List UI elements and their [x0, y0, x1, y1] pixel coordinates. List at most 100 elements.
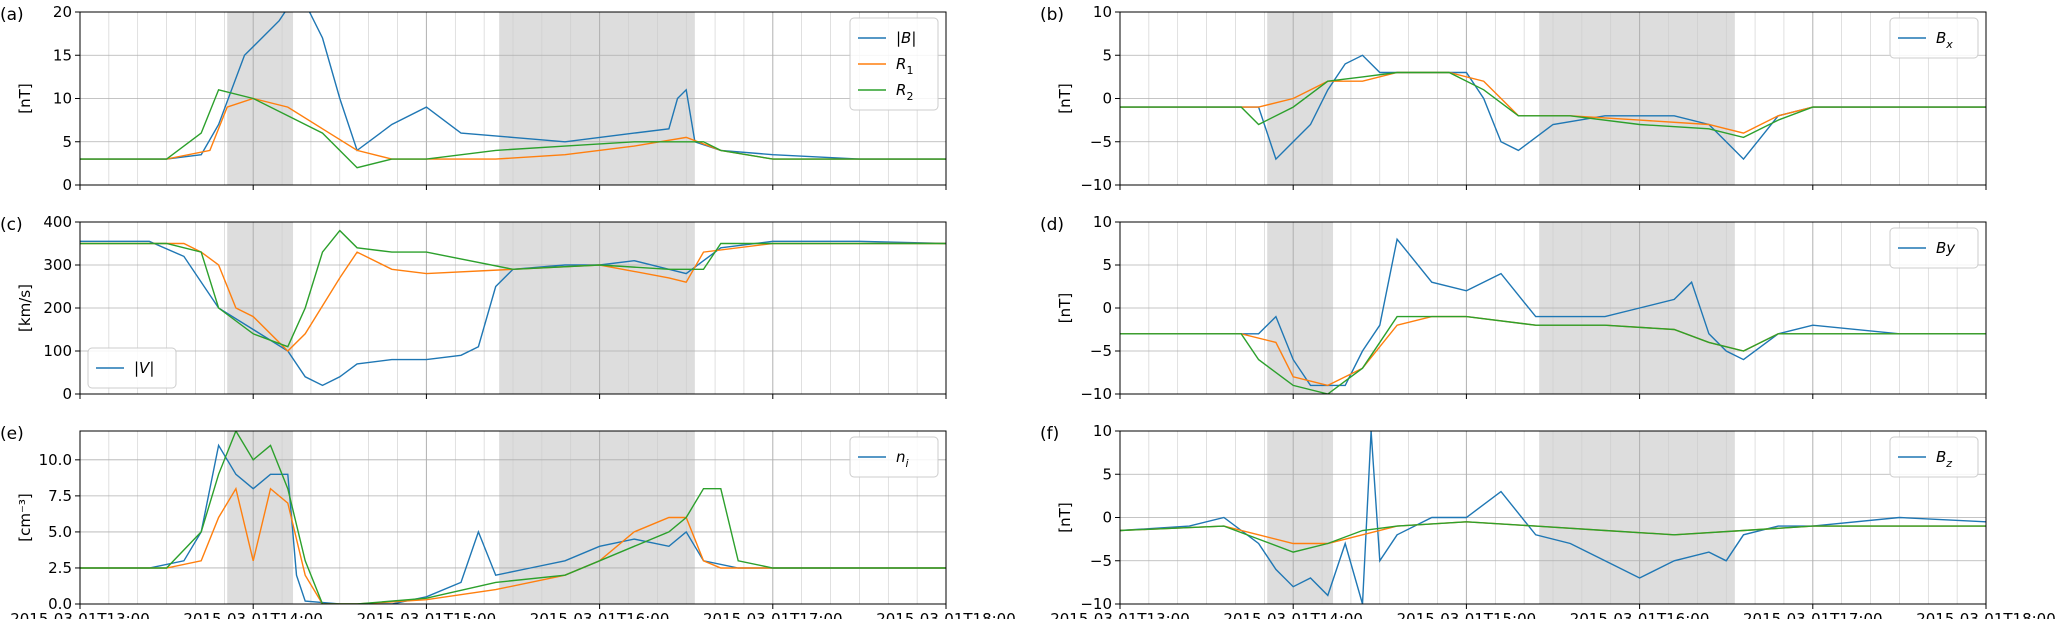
y-tick-label: 15	[53, 46, 72, 64]
legend-label-V: |V|	[134, 359, 154, 377]
legend-box	[1889, 436, 1979, 478]
x-tick-label: 2015-03-01T18:00	[876, 610, 1016, 619]
y-tick-label: 10	[53, 90, 72, 108]
series-line-Bz	[1120, 431, 1986, 604]
series-group	[80, 229, 946, 387]
legend-label-ni: ni	[896, 448, 909, 470]
x-tick-label: 2015-03-01T15:00	[1397, 610, 1537, 619]
shaded-interval-2	[499, 431, 695, 604]
x-tick-label: 2015-03-01T16:00	[1570, 610, 1710, 619]
panel-label: (c)	[0, 215, 23, 235]
legend: Bx	[1889, 17, 1979, 59]
x-tick-label: 2015-03-01T15:00	[357, 610, 497, 619]
legend: |V|	[87, 347, 177, 389]
panel-label: (a)	[0, 5, 24, 25]
y-axis-label: [nT]	[16, 83, 34, 113]
series-line-Bx	[1120, 54, 1986, 161]
series-group	[80, 12, 946, 169]
y-tick-label: 5.0	[48, 523, 72, 541]
series-line-R2	[80, 88, 946, 169]
panel-label: (e)	[0, 424, 24, 444]
shaded-interval-1	[227, 431, 294, 604]
y-tick-label: 10	[1093, 213, 1112, 231]
y-tick-label: 0	[1102, 509, 1112, 527]
y-tick-label: −5	[1090, 133, 1112, 151]
series-line-By	[1120, 237, 1986, 387]
panel-label: (d)	[1040, 215, 1064, 235]
series-line-R1	[1120, 71, 1986, 134]
plot-frame	[79, 430, 947, 605]
y-axis-label: [nT]	[1056, 502, 1074, 532]
panel-f: −10 −5 0 5 10 2015-03-01T13:00 2015-03-01T14:0…	[1040, 422, 2056, 619]
y-tick-label: 2.5	[48, 559, 72, 577]
y-tick-label: 400	[43, 213, 72, 231]
y-tick-label: 10	[1093, 422, 1112, 440]
legend-box	[1889, 227, 1979, 269]
x-tick-label: 2015-03-01T13:00	[10, 610, 150, 619]
series-line-R1	[80, 486, 946, 604]
series-group	[80, 431, 946, 604]
legend: By	[1889, 227, 1979, 269]
panel-label: (b)	[1040, 5, 1064, 25]
y-tick-label: 0	[1102, 90, 1112, 108]
x-tick-label: 2015-03-01T14:00	[183, 610, 323, 619]
y-tick-label: 10	[1093, 3, 1112, 21]
series-line-V	[80, 240, 946, 387]
y-tick-label: 5	[1102, 46, 1112, 64]
y-tick-label: −10	[1080, 176, 1112, 194]
series-line-R1	[80, 242, 946, 352]
y-axis-label: [km/s]	[16, 284, 34, 332]
x-tick-label: 2015-03-01T14:00	[1223, 610, 1363, 619]
panel-c: 0 100 200 300 400 (c) [km/s] |V|	[0, 213, 947, 403]
y-axis-label: [cm⁻³]	[16, 493, 34, 542]
x-tick-label: 2015-03-01T18:00	[1916, 610, 2056, 619]
y-axis-label: [nT]	[1056, 83, 1074, 113]
series-line-R2	[1120, 315, 1986, 394]
x-tick-label: 2015-03-01T16:00	[530, 610, 670, 619]
legend-box	[87, 347, 177, 389]
series-line-R2	[1120, 521, 1986, 553]
y-tick-label: 200	[43, 299, 72, 317]
y-tick-label: 5	[62, 133, 72, 151]
legend-box	[849, 436, 939, 478]
series-line-ni	[80, 443, 946, 604]
y-tick-label: 300	[43, 256, 72, 274]
y-tick-label: −5	[1090, 342, 1112, 360]
y-tick-label: 20	[53, 3, 72, 21]
x-tick-label: 2015-03-01T13:00	[1050, 610, 1190, 619]
legend-box	[849, 17, 939, 111]
legend-label-By: By	[1936, 239, 1956, 257]
panel-label: (f)	[1040, 424, 1059, 444]
y-tick-label: −10	[1080, 595, 1112, 613]
series-line-B	[80, 12, 946, 160]
y-tick-label: −10	[1080, 385, 1112, 403]
y-tick-label: 0.0	[48, 595, 72, 613]
y-tick-label: 7.5	[48, 487, 72, 505]
panel-d: −10 −5 0 5 10 (d) [nT] By	[1040, 213, 1987, 403]
x-tick-label: 2015-03-01T17:00	[703, 610, 843, 619]
legend-box	[1889, 17, 1979, 59]
series-line-R2	[80, 431, 946, 604]
y-tick-label: 100	[43, 342, 72, 360]
y-tick-label: 5	[1102, 256, 1112, 274]
legend: Bz	[1889, 436, 1979, 478]
panel-b: −10 −5 0 5 10 (b) [nT] Bx	[1040, 3, 1987, 194]
y-tick-label: 10.0	[39, 451, 72, 469]
y-axis-label: [nT]	[1056, 293, 1074, 323]
y-tick-label: 0	[62, 385, 72, 403]
y-tick-label: 0	[62, 176, 72, 194]
series-group	[1120, 237, 1986, 394]
x-tick-label: 2015-03-01T17:00	[1743, 610, 1883, 619]
y-tick-label: −5	[1090, 552, 1112, 570]
legend-label-B: |B|	[896, 29, 916, 47]
legend: ni	[849, 436, 939, 478]
y-tick-label: 0	[1102, 299, 1112, 317]
panel-e: 0.0 2.5 5.0 7.5 10.0 2015-03-01T13:00 2015-03-…	[0, 424, 1016, 619]
series-group	[1120, 431, 1986, 604]
y-tick-label: 5	[1102, 465, 1112, 483]
series-group	[1120, 54, 1986, 161]
series-line-R2	[1120, 71, 1986, 139]
